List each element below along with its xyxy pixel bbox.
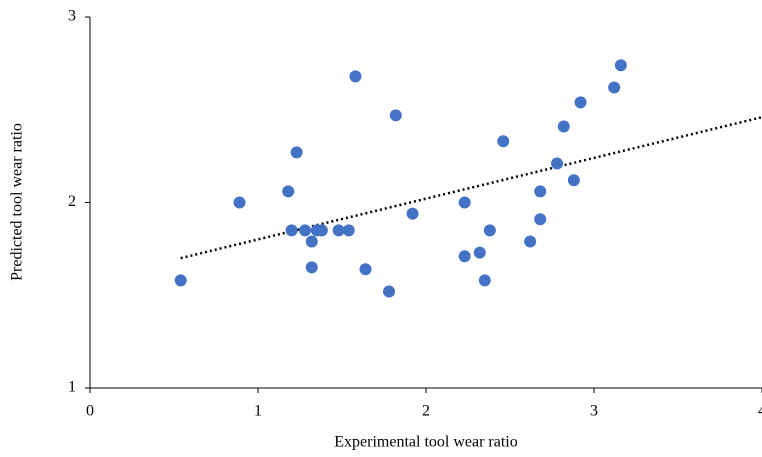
point bbox=[551, 157, 564, 170]
point bbox=[524, 235, 537, 248]
point bbox=[458, 196, 471, 209]
x-axis-label: Experimental tool wear ratio bbox=[334, 434, 517, 451]
point bbox=[567, 174, 580, 187]
point bbox=[342, 224, 355, 237]
point bbox=[174, 274, 187, 287]
point bbox=[534, 213, 547, 226]
point bbox=[359, 263, 372, 276]
point bbox=[389, 109, 402, 122]
x-tick-label: 4 bbox=[758, 403, 762, 420]
point bbox=[534, 185, 547, 198]
y-tick-label: 3 bbox=[68, 8, 76, 25]
x-tick-label: 1 bbox=[254, 403, 262, 420]
y-axis-label: Predicted tool wear ratio bbox=[9, 123, 26, 281]
point bbox=[574, 96, 587, 109]
point bbox=[614, 59, 627, 72]
point bbox=[473, 246, 486, 259]
point bbox=[458, 250, 471, 263]
point bbox=[299, 224, 312, 237]
point bbox=[305, 261, 318, 274]
point bbox=[483, 224, 496, 237]
point bbox=[497, 135, 510, 148]
point bbox=[608, 81, 621, 94]
y-tick-label: 2 bbox=[68, 193, 76, 210]
point bbox=[332, 224, 345, 237]
point bbox=[349, 70, 362, 83]
x-tick-label: 2 bbox=[422, 403, 430, 420]
trendline bbox=[180, 115, 762, 260]
point bbox=[478, 274, 491, 287]
x-tick-label: 0 bbox=[86, 403, 94, 420]
x-tick-label: 3 bbox=[590, 403, 598, 420]
point bbox=[290, 146, 303, 159]
point bbox=[282, 185, 295, 198]
point bbox=[285, 224, 298, 237]
point bbox=[233, 196, 246, 209]
point bbox=[305, 235, 318, 248]
point bbox=[315, 224, 328, 237]
point bbox=[557, 120, 570, 133]
y-tick-label: 1 bbox=[68, 379, 76, 396]
point bbox=[383, 285, 396, 298]
point bbox=[406, 207, 419, 220]
